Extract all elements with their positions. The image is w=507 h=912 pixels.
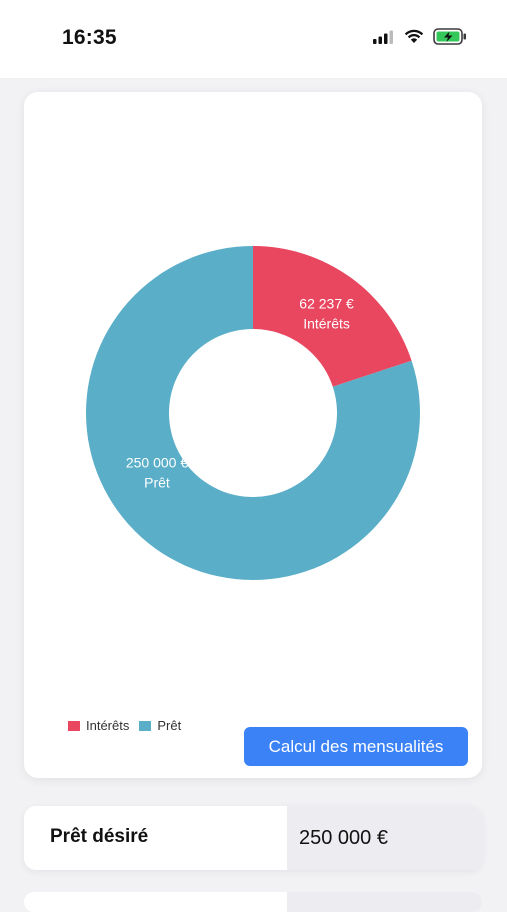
slice-value-label-interets: 62 237 € xyxy=(299,295,354,311)
status-time: 16:35 xyxy=(62,26,117,49)
chart-card: 62 237 € Intérêts 250 000 € Prêt Intérêts P… xyxy=(24,92,482,778)
legend-swatch-interets xyxy=(68,720,80,731)
next-field-input[interactable] xyxy=(287,892,482,912)
status-bar: 16:35 xyxy=(0,0,507,78)
slice-name-label-interets: Intérêts xyxy=(303,315,350,331)
legend-label-pret: Prêt xyxy=(157,718,182,733)
wifi-icon xyxy=(404,29,424,43)
next-field-card xyxy=(24,892,482,912)
battery-charging-icon xyxy=(433,28,466,45)
legend-item-interets: Intérêts xyxy=(68,718,129,733)
slice-name-label-pret: Prêt xyxy=(144,475,170,491)
loan-amount-field: Prêt désiré 250 000 € xyxy=(24,806,482,870)
slice-value-label-pret: 250 000 € xyxy=(126,455,188,471)
calc-mensualites-button[interactable]: Calcul des mensualités xyxy=(244,727,468,766)
legend-swatch-pret xyxy=(139,720,152,731)
donut-slice-pret xyxy=(86,246,420,580)
chart-legend: Intérêts Prêt xyxy=(68,718,181,733)
cellular-signal-icon xyxy=(373,30,393,44)
loan-amount-input[interactable]: 250 000 € xyxy=(287,806,482,870)
donut-slice-interets xyxy=(253,246,412,387)
legend-label-interets: Intérêts xyxy=(86,718,130,733)
status-icons xyxy=(373,28,467,45)
donut-chart: 62 237 € Intérêts 250 000 € Prêt xyxy=(86,246,420,580)
loan-amount-label: Prêt désiré xyxy=(50,826,149,847)
legend-item-pret: Prêt xyxy=(139,718,181,733)
